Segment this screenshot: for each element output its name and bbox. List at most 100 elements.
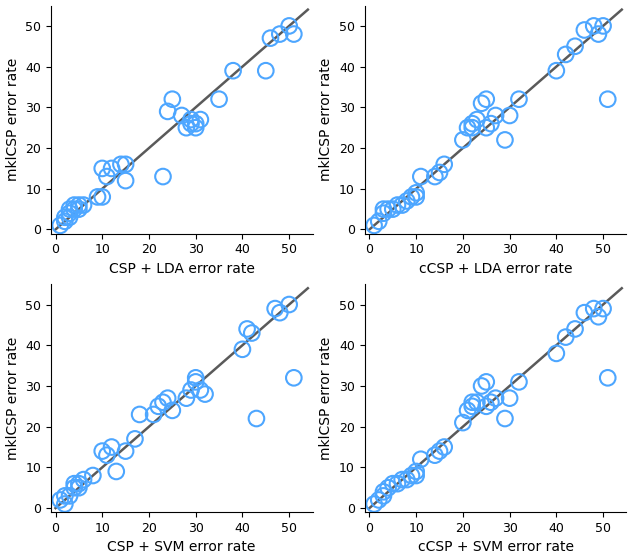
Point: [289, 374, 299, 382]
Point: [186, 385, 196, 394]
Point: [167, 406, 178, 415]
Point: [472, 398, 482, 407]
Point: [598, 304, 608, 313]
Point: [158, 398, 168, 407]
Point: [60, 492, 70, 501]
Point: [463, 123, 473, 132]
Point: [392, 479, 403, 488]
Point: [130, 435, 140, 444]
Point: [64, 204, 75, 213]
Point: [116, 160, 126, 169]
Point: [490, 394, 501, 403]
Point: [383, 204, 393, 213]
Point: [78, 200, 88, 209]
Point: [270, 304, 280, 313]
Point: [97, 193, 107, 202]
Point: [551, 349, 561, 358]
Point: [284, 21, 295, 30]
Point: [500, 136, 510, 144]
Point: [392, 200, 403, 209]
Point: [228, 66, 238, 75]
Point: [434, 168, 444, 177]
Point: [486, 398, 496, 407]
Point: [490, 111, 501, 120]
Point: [186, 119, 196, 128]
Point: [252, 414, 262, 423]
Point: [186, 115, 196, 124]
Point: [472, 115, 482, 124]
Point: [181, 394, 191, 403]
Point: [107, 442, 117, 451]
Point: [149, 410, 159, 419]
Point: [383, 483, 393, 492]
Point: [514, 377, 524, 386]
Point: [107, 164, 117, 173]
Point: [379, 492, 389, 501]
Point: [481, 123, 491, 132]
Point: [162, 107, 173, 116]
Point: [214, 95, 224, 104]
Point: [78, 475, 88, 484]
Point: [504, 111, 514, 120]
Point: [397, 200, 407, 209]
Point: [406, 193, 416, 202]
Point: [265, 34, 276, 43]
Point: [195, 385, 205, 394]
Point: [69, 200, 79, 209]
Point: [430, 451, 440, 460]
Point: [64, 209, 75, 218]
Point: [102, 172, 112, 181]
Point: [416, 172, 426, 181]
Point: [181, 123, 191, 132]
Point: [467, 402, 477, 411]
Point: [486, 119, 496, 128]
Point: [379, 204, 389, 213]
Point: [561, 333, 571, 342]
Point: [121, 160, 131, 169]
Point: [430, 172, 440, 181]
Point: [111, 467, 121, 476]
X-axis label: cCSP + LDA error rate: cCSP + LDA error rate: [419, 262, 573, 276]
Point: [580, 26, 590, 35]
Point: [64, 213, 75, 222]
Point: [238, 345, 248, 354]
X-axis label: CSP + SVM error rate: CSP + SVM error rate: [107, 540, 256, 554]
Point: [458, 136, 468, 144]
Point: [374, 217, 384, 226]
X-axis label: CSP + LDA error rate: CSP + LDA error rate: [109, 262, 255, 276]
Point: [477, 99, 487, 108]
Point: [55, 496, 65, 505]
Point: [598, 21, 608, 30]
Point: [411, 193, 421, 202]
Point: [514, 95, 524, 104]
Point: [162, 394, 173, 403]
Point: [74, 200, 84, 209]
Point: [477, 381, 487, 390]
Point: [275, 308, 285, 317]
Point: [88, 471, 98, 480]
Point: [369, 500, 379, 508]
Point: [481, 377, 491, 386]
Point: [176, 111, 186, 120]
Point: [74, 479, 84, 488]
Point: [374, 496, 384, 505]
Point: [191, 119, 201, 128]
X-axis label: cCSP + SVM error rate: cCSP + SVM error rate: [418, 540, 574, 554]
Point: [64, 492, 75, 501]
Point: [60, 217, 70, 226]
Y-axis label: mklCSP error rate: mklCSP error rate: [6, 58, 20, 181]
Point: [603, 374, 613, 382]
Point: [242, 324, 252, 333]
Point: [593, 312, 604, 321]
Point: [402, 197, 412, 206]
Point: [467, 119, 477, 128]
Point: [74, 483, 84, 492]
Point: [102, 451, 112, 460]
Point: [570, 324, 580, 333]
Point: [246, 329, 257, 338]
Point: [195, 115, 205, 124]
Point: [388, 204, 398, 213]
Point: [603, 95, 613, 104]
Point: [411, 467, 421, 476]
Point: [588, 304, 599, 313]
